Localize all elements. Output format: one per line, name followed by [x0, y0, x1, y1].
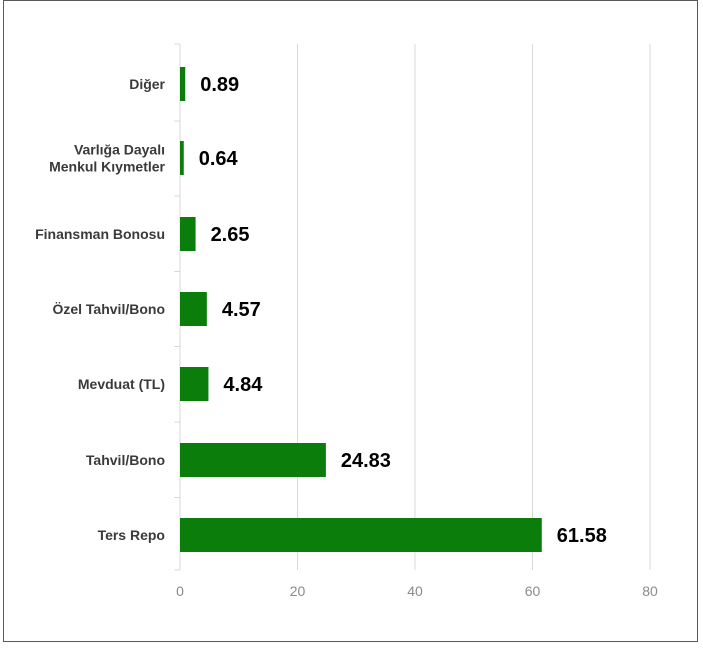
category-label: Menkul Kıymetler: [49, 159, 165, 175]
bar: [180, 292, 207, 326]
category-label: Mevduat (TL): [78, 376, 165, 392]
bars: [180, 67, 542, 552]
category-label: Finansman Bonosu: [35, 226, 165, 242]
bar-value-label: 61.58: [557, 525, 607, 547]
x-tick-label: 80: [642, 583, 658, 599]
bar-value-label: 0.64: [199, 148, 239, 170]
x-tick-labels: 0 20 40 60 80: [176, 583, 658, 599]
bar: [180, 141, 184, 175]
bar-value-label: 4.84: [223, 374, 263, 396]
bar-value-label: 24.83: [341, 450, 391, 472]
bar-value-label: 4.57: [222, 299, 261, 321]
x-tick-label: 0: [176, 583, 184, 599]
x-tick-label: 20: [290, 583, 306, 599]
bar: [180, 217, 196, 251]
category-label: Özel Tahvil/Bono: [52, 301, 165, 317]
bar-value-label: 2.65: [211, 224, 250, 246]
bar-value-label: 0.89: [200, 74, 239, 96]
category-label: Varlığa Dayalı: [74, 142, 165, 158]
x-tick-label: 60: [525, 583, 541, 599]
bar: [180, 367, 209, 401]
grid-layer: [297, 44, 651, 570]
y-axis: [174, 43, 181, 571]
bar: [180, 67, 186, 101]
value-labels: 0.89 0.64 2.65 4.57 4.84 24.83 61.58: [199, 74, 607, 547]
bar: [180, 443, 326, 477]
bar: [180, 518, 542, 552]
category-label: Ters Repo: [98, 527, 165, 543]
x-tick-label: 40: [407, 583, 423, 599]
category-label: Diğer: [129, 76, 165, 92]
category-label: Tahvil/Bono: [86, 452, 165, 468]
